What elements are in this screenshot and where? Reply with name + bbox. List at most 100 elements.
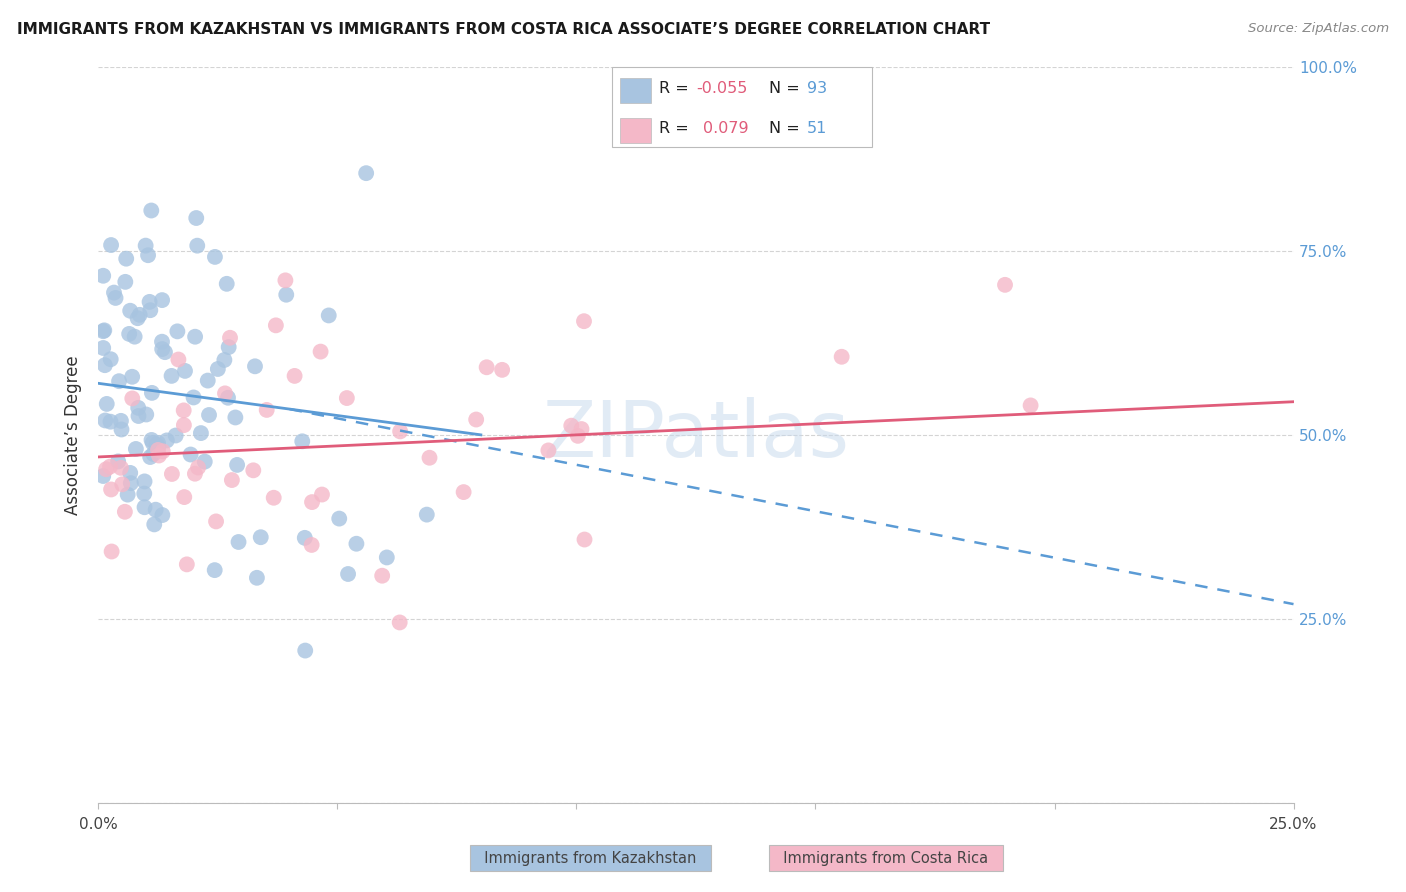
Point [491, 363, 513, 377]
Point [100, 544, 122, 558]
Point [107, 454, 129, 468]
Point [371, 568, 394, 582]
Point [138, 294, 160, 309]
Point [301, 495, 323, 509]
Point [246, 571, 269, 585]
Point [91, 341, 114, 355]
Point [215, 277, 238, 291]
Point [183, 391, 205, 405]
Point [190, 426, 212, 441]
Point [165, 428, 187, 442]
Point [294, 531, 316, 545]
Point [337, 566, 360, 581]
Point [141, 433, 163, 447]
Point [204, 563, 226, 577]
Point [537, 443, 560, 458]
Point [207, 362, 229, 376]
Point [166, 324, 188, 338]
Point [153, 345, 176, 359]
Point [148, 440, 170, 454]
Point [249, 530, 271, 544]
Point [375, 550, 398, 565]
Point [145, 438, 167, 452]
Point [311, 487, 333, 501]
Point [94, 462, 117, 476]
Point [328, 511, 350, 525]
Point [274, 273, 297, 287]
Point [94, 413, 117, 427]
Point [994, 277, 1017, 292]
Point [831, 350, 853, 364]
Point [150, 334, 173, 349]
Text: R =: R = [659, 81, 695, 96]
Point [167, 352, 190, 367]
Point [91, 268, 114, 283]
Point [560, 418, 582, 433]
Point [301, 538, 323, 552]
Point [114, 505, 136, 519]
Point [242, 463, 264, 477]
Point [173, 418, 195, 433]
Text: N =: N = [769, 121, 806, 136]
Point [1019, 398, 1042, 412]
Point [309, 344, 332, 359]
Point [567, 429, 589, 443]
Point [118, 326, 141, 341]
Point [94, 358, 117, 372]
Point [160, 467, 183, 481]
Point [173, 490, 195, 504]
Text: 0.079: 0.079 [703, 121, 748, 136]
Point [197, 374, 219, 388]
Point [124, 329, 146, 343]
Text: 51: 51 [807, 121, 827, 136]
Point [141, 203, 163, 218]
Y-axis label: Associate’s Degree: Associate’s Degree [65, 355, 83, 515]
Point [571, 422, 593, 436]
Point [284, 368, 307, 383]
Point [100, 483, 122, 497]
Point [198, 408, 221, 422]
Point [226, 458, 249, 472]
Point [142, 447, 165, 461]
Point [143, 517, 166, 532]
Point [173, 403, 195, 417]
Point [224, 410, 246, 425]
Point [139, 303, 162, 318]
Point [574, 533, 596, 547]
Point [111, 477, 134, 491]
Point [91, 469, 114, 483]
Point [221, 473, 243, 487]
Text: N =: N = [769, 81, 806, 96]
Point [184, 467, 207, 481]
Point [100, 238, 122, 252]
Point [104, 291, 127, 305]
Point [180, 448, 202, 462]
Point [416, 508, 439, 522]
Point [127, 401, 149, 415]
Point [294, 643, 316, 657]
Point [121, 392, 143, 406]
Point [156, 434, 179, 448]
Text: Source: ZipAtlas.com: Source: ZipAtlas.com [1249, 22, 1389, 36]
Point [121, 369, 143, 384]
Point [134, 475, 156, 489]
Point [98, 459, 121, 474]
Text: IMMIGRANTS FROM KAZAKHSTAN VS IMMIGRANTS FROM COSTA RICA ASSOCIATE’S DEGREE CORR: IMMIGRANTS FROM KAZAKHSTAN VS IMMIGRANTS… [17, 22, 990, 37]
Point [152, 444, 174, 458]
Point [100, 415, 122, 429]
Point [146, 436, 169, 450]
Point [114, 275, 136, 289]
Point [194, 455, 217, 469]
Text: Immigrants from Kazakhstan: Immigrants from Kazakhstan [475, 851, 706, 865]
Point [108, 374, 131, 388]
Point [93, 323, 115, 337]
Point [120, 466, 142, 480]
Point [214, 353, 236, 368]
Point [186, 211, 208, 225]
Point [110, 414, 132, 428]
Point [276, 287, 298, 301]
Text: ZIPatlas: ZIPatlas [543, 397, 849, 473]
Point [160, 368, 183, 383]
Point [389, 425, 412, 439]
Point [110, 461, 132, 475]
